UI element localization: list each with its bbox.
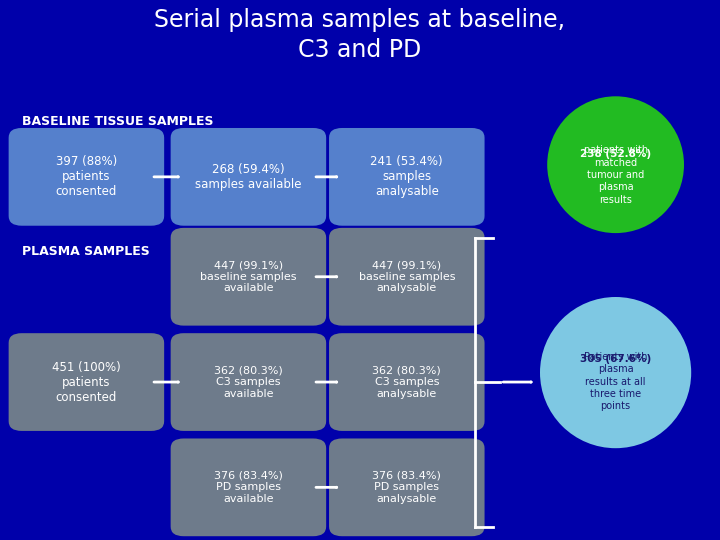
FancyBboxPatch shape	[171, 438, 326, 536]
Text: 305 (67.6%): 305 (67.6%)	[580, 354, 651, 364]
FancyBboxPatch shape	[329, 128, 485, 226]
Ellipse shape	[540, 297, 691, 448]
Ellipse shape	[547, 96, 684, 233]
Text: 241 (53.4%)
samples
analysable: 241 (53.4%) samples analysable	[371, 156, 443, 198]
FancyBboxPatch shape	[9, 333, 164, 431]
Text: Patients with
plasma
results at all
three time
points: Patients with plasma results at all thre…	[584, 352, 647, 411]
Text: PLASMA SAMPLES: PLASMA SAMPLES	[22, 245, 149, 258]
FancyBboxPatch shape	[171, 128, 326, 226]
Text: 397 (88%)
patients
consented: 397 (88%) patients consented	[55, 156, 117, 198]
Text: 447 (99.1%)
baseline samples
analysable: 447 (99.1%) baseline samples analysable	[359, 260, 455, 293]
Text: 376 (83.4%)
PD samples
analysable: 376 (83.4%) PD samples analysable	[372, 471, 441, 504]
Text: 451 (100%)
patients
consented: 451 (100%) patients consented	[52, 361, 121, 403]
Text: 362 (80.3%)
C3 samples
analysable: 362 (80.3%) C3 samples analysable	[372, 366, 441, 399]
FancyBboxPatch shape	[329, 438, 485, 536]
Text: patients with
matched
tumour and
plasma
results: patients with matched tumour and plasma …	[583, 145, 648, 205]
Text: 376 (83.4%)
PD samples
available: 376 (83.4%) PD samples available	[214, 471, 283, 504]
Text: 238 (52.8%): 238 (52.8%)	[580, 150, 651, 159]
FancyBboxPatch shape	[171, 333, 326, 431]
Text: Serial plasma samples at baseline,
C3 and PD: Serial plasma samples at baseline, C3 an…	[155, 8, 565, 63]
FancyBboxPatch shape	[171, 228, 326, 326]
FancyBboxPatch shape	[9, 128, 164, 226]
Text: BASELINE TISSUE SAMPLES: BASELINE TISSUE SAMPLES	[22, 115, 213, 128]
FancyBboxPatch shape	[329, 333, 485, 431]
Text: 362 (80.3%)
C3 samples
available: 362 (80.3%) C3 samples available	[214, 366, 283, 399]
FancyBboxPatch shape	[329, 228, 485, 326]
Text: 268 (59.4%)
samples available: 268 (59.4%) samples available	[195, 163, 302, 191]
Text: 447 (99.1%)
baseline samples
available: 447 (99.1%) baseline samples available	[200, 260, 297, 293]
